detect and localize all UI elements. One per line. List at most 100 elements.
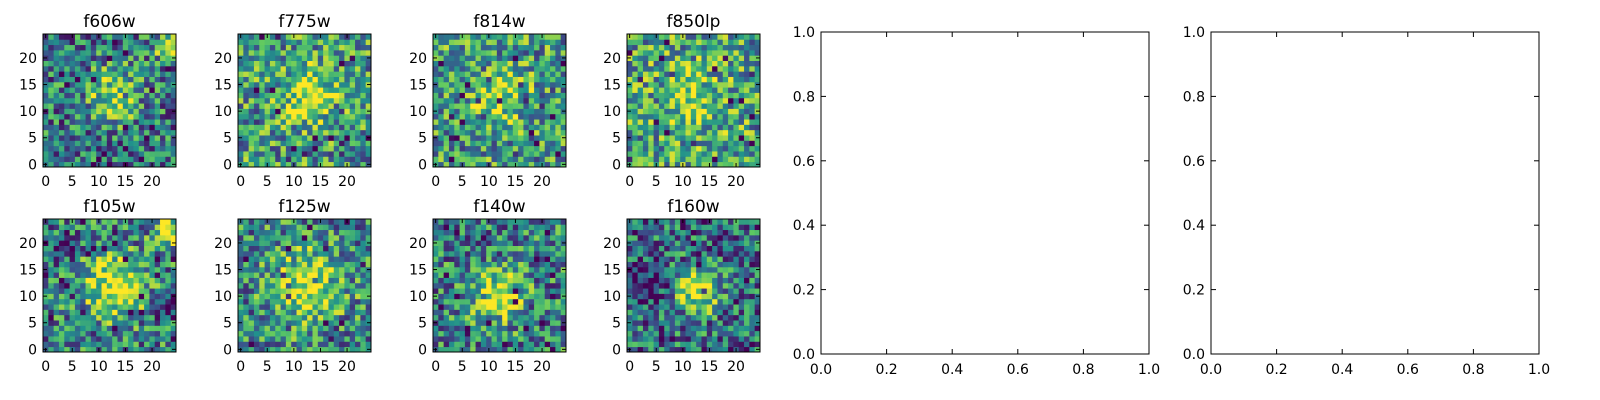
heatmap-cell bbox=[291, 277, 297, 284]
heatmap-cell bbox=[653, 298, 660, 305]
heatmap-cell bbox=[275, 129, 281, 136]
heatmap-cell bbox=[69, 108, 76, 115]
heatmap-cell bbox=[502, 229, 508, 236]
x-tick-label: 15 bbox=[312, 359, 330, 375]
heatmap-cell bbox=[69, 129, 76, 136]
heatmap-cell bbox=[523, 161, 530, 168]
heatmap-cell bbox=[496, 39, 503, 46]
heatmap-cell bbox=[690, 81, 697, 88]
heatmap-cell bbox=[333, 304, 340, 310]
heatmap-cell bbox=[96, 108, 102, 115]
heatmap-cell bbox=[85, 87, 92, 93]
heatmap-cell bbox=[96, 336, 102, 342]
heatmap-cell bbox=[317, 266, 324, 273]
heatmap-cell bbox=[307, 135, 313, 141]
heatmap-cell bbox=[728, 34, 734, 40]
heatmap-cell bbox=[160, 71, 166, 77]
heatmap-cell bbox=[285, 151, 292, 157]
heatmap-cell bbox=[448, 151, 455, 157]
heatmap-cell bbox=[144, 250, 150, 257]
heatmap-cell bbox=[112, 325, 118, 332]
heatmap-cell bbox=[312, 272, 319, 278]
heatmap-cell bbox=[738, 97, 745, 104]
heatmap-cell bbox=[648, 330, 654, 337]
heatmap-cell bbox=[48, 71, 55, 77]
heatmap-cell bbox=[112, 234, 118, 241]
heatmap-cell bbox=[264, 119, 271, 125]
heatmap-cell bbox=[754, 60, 761, 67]
heatmap-cell bbox=[112, 34, 118, 40]
heatmap-cell bbox=[701, 119, 708, 125]
heatmap-cell bbox=[680, 336, 686, 342]
heatmap-cell bbox=[122, 44, 129, 51]
heatmap-cell bbox=[269, 245, 276, 252]
heatmap-cell bbox=[280, 261, 287, 268]
heatmap-cell bbox=[632, 65, 639, 72]
heatmap-cell bbox=[253, 272, 260, 278]
heatmap-cell bbox=[712, 156, 718, 163]
heatmap-cell bbox=[470, 161, 476, 168]
heatmap-cell bbox=[690, 277, 697, 284]
heatmap-cell bbox=[53, 55, 60, 61]
heatmap-cell bbox=[80, 156, 86, 163]
heatmap-cell bbox=[658, 151, 665, 157]
heatmap-cell bbox=[523, 240, 530, 246]
heatmap-cell bbox=[112, 76, 118, 83]
heatmap-cell bbox=[470, 87, 476, 93]
heatmap-cell bbox=[701, 266, 708, 273]
heatmap-cell bbox=[664, 325, 670, 332]
heatmap-cell bbox=[138, 76, 145, 83]
heatmap-cell bbox=[637, 119, 644, 125]
heatmap-cell bbox=[632, 298, 639, 305]
heatmap-cell bbox=[80, 266, 86, 273]
heatmap-cell bbox=[486, 145, 492, 152]
heatmap-cell bbox=[328, 161, 335, 168]
heatmap-cell bbox=[165, 272, 172, 278]
heatmap-cell bbox=[696, 103, 702, 109]
heatmap-cell bbox=[339, 261, 345, 268]
y-tick-label: 10 bbox=[409, 104, 427, 120]
heatmap-cell bbox=[138, 256, 145, 262]
heatmap-cell bbox=[269, 156, 276, 163]
heatmap-cell bbox=[285, 240, 292, 246]
heatmap-cell bbox=[138, 320, 145, 326]
heatmap-cell bbox=[269, 39, 276, 46]
heatmap-cell bbox=[307, 330, 313, 337]
heatmap-cell bbox=[269, 234, 276, 241]
heatmap-cell bbox=[349, 293, 356, 300]
heatmap-cell bbox=[296, 140, 303, 147]
heatmap-cell bbox=[133, 87, 140, 93]
heatmap-cell bbox=[74, 266, 81, 273]
heatmap-cell bbox=[627, 44, 633, 51]
heatmap-cell bbox=[360, 97, 367, 104]
heatmap-cell bbox=[512, 288, 519, 294]
heatmap-cell bbox=[85, 151, 92, 157]
heatmap-cell bbox=[754, 129, 761, 136]
heatmap-cell bbox=[53, 325, 60, 332]
heatmap-cell bbox=[560, 156, 567, 163]
heatmap-cell bbox=[333, 282, 340, 289]
heatmap-cell bbox=[133, 234, 140, 241]
x-tick-label: 0 bbox=[431, 359, 440, 375]
heatmap-cell bbox=[512, 261, 519, 268]
heatmap-cell bbox=[502, 346, 508, 353]
heatmap-cell bbox=[69, 250, 76, 257]
heatmap-cell bbox=[690, 108, 697, 115]
heatmap-cell bbox=[496, 288, 503, 294]
heatmap-cell bbox=[632, 55, 639, 61]
heatmap-cell bbox=[165, 34, 172, 40]
heatmap-cell bbox=[627, 298, 633, 305]
heatmap-cell bbox=[701, 124, 708, 131]
heatmap-cell bbox=[333, 124, 340, 131]
heatmap-cell bbox=[48, 103, 55, 109]
heatmap-cell bbox=[144, 325, 150, 332]
heatmap-cell bbox=[642, 87, 649, 93]
heatmap-cell bbox=[296, 135, 303, 141]
heatmap-cell bbox=[648, 124, 654, 131]
heatmap-cell bbox=[539, 336, 546, 342]
heatmap-cell bbox=[90, 341, 97, 348]
heatmap-cell bbox=[658, 304, 665, 310]
heatmap-cell bbox=[269, 250, 276, 257]
heatmap-cell bbox=[149, 234, 156, 241]
heatmap-cell bbox=[275, 60, 281, 67]
